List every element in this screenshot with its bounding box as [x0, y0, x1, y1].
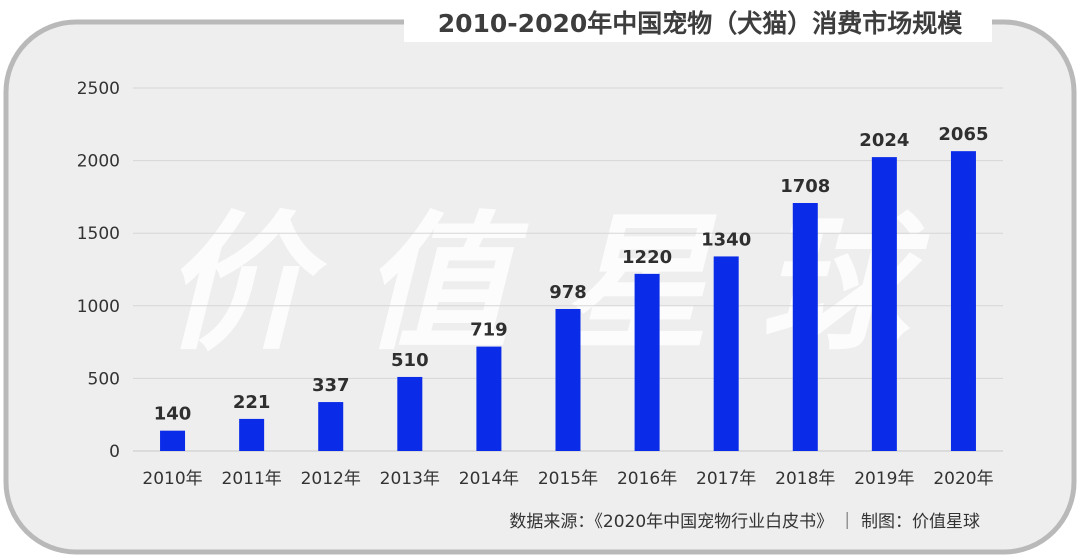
data-label: 1708 [780, 176, 830, 197]
y-tick-label: 2000 [77, 152, 120, 172]
data-label: 2065 [938, 124, 988, 145]
gridlines [133, 87, 1003, 452]
bars [160, 151, 976, 452]
bar-2010年 [160, 430, 186, 451]
x-tick-label: 2016年 [617, 469, 677, 489]
bar-2016年 [634, 273, 660, 451]
x-axis-ticks: 2010年 2011年 2012年 2013年 2014年 2015年 2016年 2017年… [142, 469, 993, 489]
data-label: 978 [549, 282, 587, 303]
y-axis-ticks: 0 500 1000 1500 2000 2500 [77, 79, 120, 462]
bar-2019年 [871, 157, 897, 451]
data-label: 719 [470, 320, 508, 341]
bar-2015年 [555, 308, 581, 451]
data-labels: 140 221 337 510 719 978 1220 1340 1708 2024 2065 [154, 124, 989, 425]
x-tick-label: 2017年 [696, 469, 756, 489]
data-label: 510 [391, 350, 429, 371]
x-tick-label: 2014年 [459, 469, 519, 489]
bar-2014年 [476, 346, 502, 451]
bar-2020年 [950, 151, 976, 452]
source-note: 数据来源：《2020年中国宠物行业白皮书》 ｜ 制图：价值星球 [509, 512, 980, 532]
data-label: 2024 [859, 130, 909, 151]
data-label: 140 [154, 404, 192, 425]
x-tick-label: 2018年 [775, 469, 835, 489]
x-tick-label: 2012年 [301, 469, 361, 489]
bar-2013年 [397, 376, 423, 451]
chart-title: 2010-2020年中国宠物（犬猫）消费市场规模 [438, 9, 964, 38]
bar-2011年 [239, 418, 265, 451]
data-label: 337 [312, 375, 350, 396]
y-tick-label: 1000 [77, 297, 120, 317]
data-label: 1340 [701, 229, 751, 250]
x-tick-label: 2013年 [380, 469, 440, 489]
y-tick-label: 1500 [77, 224, 120, 244]
bar-2018年 [792, 202, 818, 451]
bar-2017年 [713, 256, 739, 451]
x-tick-label: 2010年 [142, 469, 202, 489]
data-label: 1220 [622, 247, 672, 268]
title-backing [404, 4, 992, 42]
x-tick-label: 2011年 [222, 469, 282, 489]
y-tick-label: 2500 [77, 79, 120, 99]
x-tick-label: 2019年 [854, 469, 914, 489]
bar-2012年 [318, 402, 344, 451]
x-tick-label: 2020年 [933, 469, 993, 489]
y-tick-label: 500 [88, 369, 120, 389]
data-label: 221 [233, 392, 271, 413]
y-tick-label: 0 [109, 442, 120, 462]
x-tick-label: 2015年 [538, 469, 598, 489]
